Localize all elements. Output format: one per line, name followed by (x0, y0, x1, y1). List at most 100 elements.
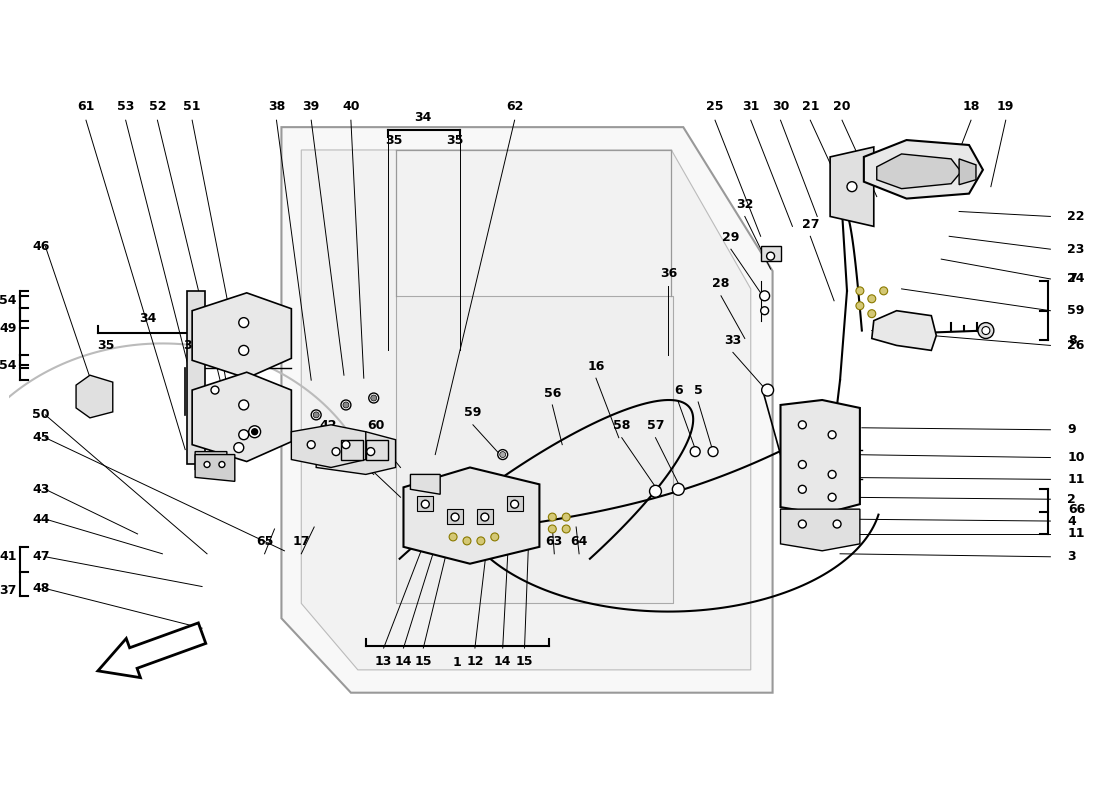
Text: 1: 1 (453, 657, 461, 670)
Text: 11: 11 (1067, 527, 1085, 541)
Circle shape (314, 412, 319, 418)
Circle shape (868, 295, 876, 302)
Circle shape (481, 513, 488, 521)
Text: 44: 44 (32, 513, 50, 526)
Circle shape (234, 442, 244, 453)
Circle shape (342, 441, 350, 449)
Circle shape (847, 182, 857, 192)
Bar (341, 440, 363, 459)
Circle shape (548, 525, 557, 533)
Text: 7: 7 (1068, 273, 1077, 286)
Text: 5: 5 (694, 383, 703, 397)
Circle shape (856, 287, 864, 295)
Polygon shape (959, 159, 976, 185)
Bar (761, 246, 781, 261)
Text: 52: 52 (148, 100, 166, 113)
Text: 11: 11 (1067, 473, 1085, 486)
Bar (477, 509, 493, 524)
Polygon shape (292, 425, 366, 467)
Circle shape (510, 500, 518, 508)
Text: 35: 35 (385, 134, 403, 146)
Text: 59: 59 (1067, 304, 1085, 318)
Text: 47: 47 (32, 550, 50, 563)
Text: 30: 30 (772, 100, 789, 113)
Polygon shape (192, 372, 292, 462)
Polygon shape (781, 509, 860, 551)
Text: 34: 34 (139, 312, 156, 325)
Circle shape (421, 500, 429, 508)
Circle shape (449, 533, 458, 541)
Text: 26: 26 (1067, 339, 1085, 352)
Text: 8: 8 (1068, 334, 1077, 347)
Circle shape (205, 462, 210, 467)
Circle shape (239, 346, 249, 355)
Text: 62: 62 (208, 314, 226, 327)
Circle shape (497, 450, 508, 459)
Text: 35: 35 (447, 134, 464, 146)
Text: ercole
autoparts: ercole autoparts (328, 374, 542, 466)
Text: 14: 14 (494, 655, 512, 669)
Text: 66: 66 (1068, 502, 1086, 516)
Circle shape (856, 302, 864, 310)
Circle shape (828, 430, 836, 438)
Text: 32: 32 (736, 198, 754, 211)
Circle shape (880, 287, 888, 295)
Text: 35: 35 (97, 339, 114, 352)
Text: 21: 21 (802, 100, 820, 113)
Circle shape (833, 520, 842, 528)
Circle shape (978, 322, 993, 338)
Circle shape (690, 446, 700, 457)
Text: 10: 10 (1067, 451, 1085, 464)
Text: 29: 29 (723, 230, 739, 244)
Circle shape (371, 395, 376, 401)
Circle shape (799, 461, 806, 469)
Bar (417, 496, 433, 511)
Polygon shape (316, 432, 396, 474)
Circle shape (366, 448, 375, 455)
Text: 12: 12 (466, 655, 484, 669)
Text: 6: 6 (674, 383, 683, 397)
Circle shape (828, 494, 836, 502)
Polygon shape (192, 293, 292, 378)
Text: 34: 34 (415, 110, 432, 124)
Polygon shape (830, 147, 873, 226)
Text: 55: 55 (358, 446, 374, 459)
Text: 28: 28 (713, 278, 729, 290)
Circle shape (760, 291, 770, 301)
Text: 17: 17 (293, 535, 310, 548)
Text: 56: 56 (543, 386, 561, 399)
Circle shape (761, 306, 769, 314)
Circle shape (708, 446, 718, 457)
Polygon shape (195, 451, 227, 474)
FancyArrow shape (98, 623, 206, 678)
Circle shape (548, 513, 557, 521)
Circle shape (799, 520, 806, 528)
Text: 38: 38 (268, 100, 285, 113)
Bar (507, 496, 522, 511)
Text: 49: 49 (0, 322, 16, 335)
Text: 61: 61 (77, 100, 95, 113)
Text: 16: 16 (587, 360, 605, 373)
Circle shape (982, 326, 990, 334)
Circle shape (761, 384, 773, 396)
Text: 51: 51 (184, 100, 201, 113)
Text: 27: 27 (802, 218, 820, 231)
Text: 9: 9 (1067, 423, 1076, 436)
Circle shape (239, 430, 249, 440)
Text: 57: 57 (647, 419, 664, 432)
Text: 20: 20 (834, 100, 850, 113)
Text: 65: 65 (256, 535, 273, 548)
Text: 14: 14 (395, 655, 412, 669)
Polygon shape (410, 474, 440, 494)
Polygon shape (864, 140, 983, 198)
Circle shape (767, 252, 774, 260)
Circle shape (562, 513, 570, 521)
Polygon shape (195, 454, 234, 482)
Text: 15: 15 (516, 655, 534, 669)
Text: 23: 23 (1067, 242, 1085, 256)
Circle shape (451, 513, 459, 521)
Bar (447, 509, 463, 524)
Text: 3: 3 (1067, 550, 1076, 563)
Text: 42: 42 (319, 419, 337, 432)
Circle shape (799, 421, 806, 429)
